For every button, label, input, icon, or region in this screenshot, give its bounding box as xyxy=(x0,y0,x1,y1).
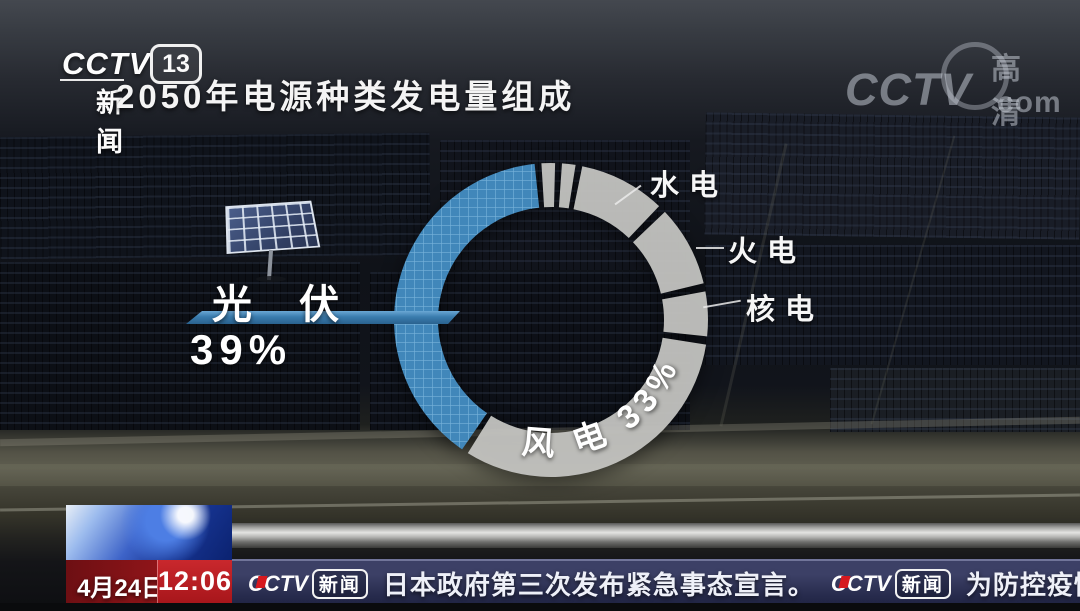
solar-field-block xyxy=(370,272,690,430)
solar-panel-face xyxy=(225,201,320,254)
segment-label-hydro: 水电 xyxy=(650,162,728,204)
segment-label-thermal: 火电 xyxy=(728,228,806,270)
leader-line-thermal xyxy=(696,247,724,249)
ticker-news-tag: 新闻 xyxy=(895,569,951,599)
broadcast-frame: 风 电 33% 水电 火电 核电 光 伏 39% 2050年电源种类发电量组成 … xyxy=(0,0,1080,611)
ticker-headline: 日本政府第三次发布紧急事态宣言。 xyxy=(383,565,815,602)
ticker-news-tag: 新闻 xyxy=(312,569,368,599)
time-label: 12:06 xyxy=(157,560,232,603)
ticker-cctv-news-logo: CCTV 新闻 xyxy=(831,569,951,599)
solar-field-block xyxy=(0,133,431,259)
ticker-headline: 为防控疫情，俄罗斯 xyxy=(966,565,1080,602)
solar-field-block xyxy=(440,140,690,270)
solar-field-block xyxy=(704,112,1080,239)
thumbnail-swoosh xyxy=(66,505,232,560)
field-road xyxy=(0,464,1080,486)
bottom-black-strip xyxy=(0,603,1080,611)
solar-callout-value: 39% xyxy=(190,326,292,374)
date-label: 4月24日 xyxy=(77,568,165,603)
segment-label-nuclear: 核电 xyxy=(746,286,824,328)
date-time-bar: 4月24日 12:06 xyxy=(66,560,232,603)
ticker-cctv-news-logo: CCTV 新闻 xyxy=(248,569,368,599)
solar-callout-label: 光 伏 xyxy=(212,272,357,330)
chart-title: 2050年电源种类发电量组成 xyxy=(116,70,575,118)
news-ticker-bar: CCTV 新闻 日本政府第三次发布紧急事态宣言。 CCTV 新闻 为防控疫情，俄… xyxy=(232,559,1080,608)
watermark-com-text: com xyxy=(997,86,1062,120)
metallic-divider-stripe xyxy=(232,523,1080,548)
news-thumbnail xyxy=(66,505,232,560)
